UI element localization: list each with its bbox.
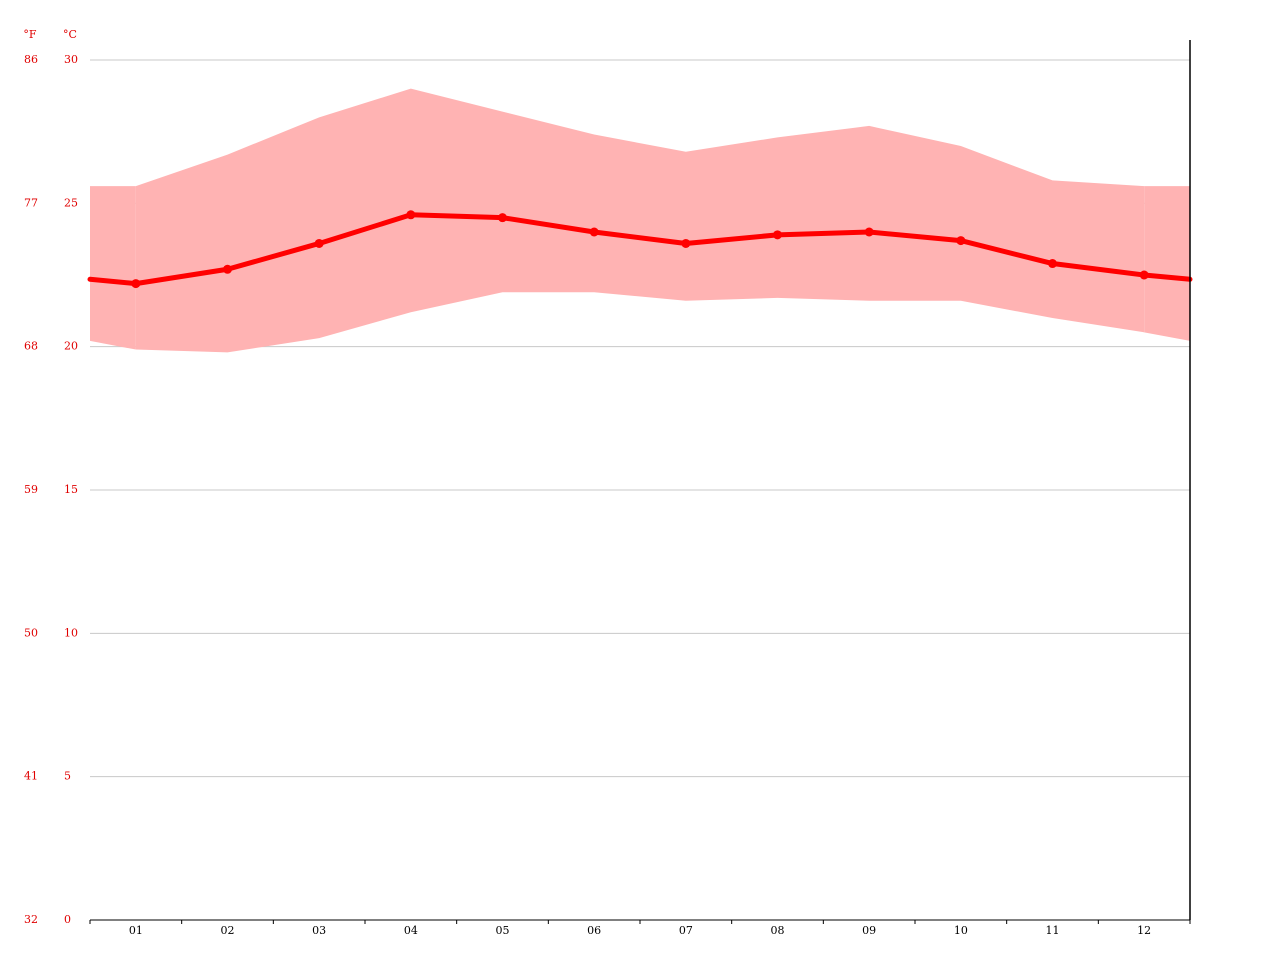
y-tick-label: 5 (64, 770, 71, 783)
point (314, 238, 324, 248)
point (406, 210, 416, 220)
x-tick-label: 11 (1046, 924, 1060, 937)
x-tick-label: 06 (587, 924, 601, 937)
point (864, 227, 874, 237)
x-tick-label: 08 (771, 924, 785, 937)
line-edge (87, 276, 139, 287)
x-tick-label: 09 (862, 924, 876, 937)
y-tick-label: 25 (64, 196, 78, 209)
x-tick-label: 03 (312, 924, 326, 937)
y-tick-label: 10 (64, 626, 78, 639)
mean-line (135, 212, 1145, 287)
y-tick-label: 20 (64, 340, 78, 353)
point (223, 264, 232, 274)
y2-tick-label: 41 (24, 770, 38, 783)
y2-tick-label: 59 (24, 483, 38, 496)
y-tick-label: 15 (64, 483, 78, 496)
temperature-range (135, 88, 1145, 353)
point (956, 236, 966, 246)
temperature-range-edge (90, 186, 136, 350)
x-tick-label: 01 (129, 924, 143, 937)
x-tick-label: 04 (404, 924, 418, 937)
y-unit: °C (63, 28, 77, 41)
y-tick-label: 0 (64, 913, 71, 926)
x-tick-label: 05 (496, 924, 510, 937)
x-tick-label: 02 (221, 924, 235, 937)
point (773, 230, 782, 240)
y2-tick-label: 32 (24, 913, 38, 926)
y2-tick-label: 68 (24, 340, 38, 353)
line-edge (1141, 272, 1193, 282)
point (131, 279, 141, 289)
y-tick-label: 30 (64, 53, 78, 66)
point (681, 238, 691, 248)
y2-tick-label: 86 (24, 53, 38, 66)
point (1139, 270, 1149, 280)
y2-tick-label: 77 (24, 196, 38, 209)
x-tick-label: 07 (679, 924, 693, 937)
point (1048, 259, 1057, 269)
point (498, 213, 507, 223)
x-tick-label: 12 (1137, 924, 1151, 937)
point (589, 227, 599, 237)
y2-tick-label: 50 (24, 626, 38, 639)
x-tick-label: 10 (954, 924, 968, 937)
temperature-range-edge (1144, 186, 1190, 341)
y2-unit: °F (23, 28, 37, 41)
